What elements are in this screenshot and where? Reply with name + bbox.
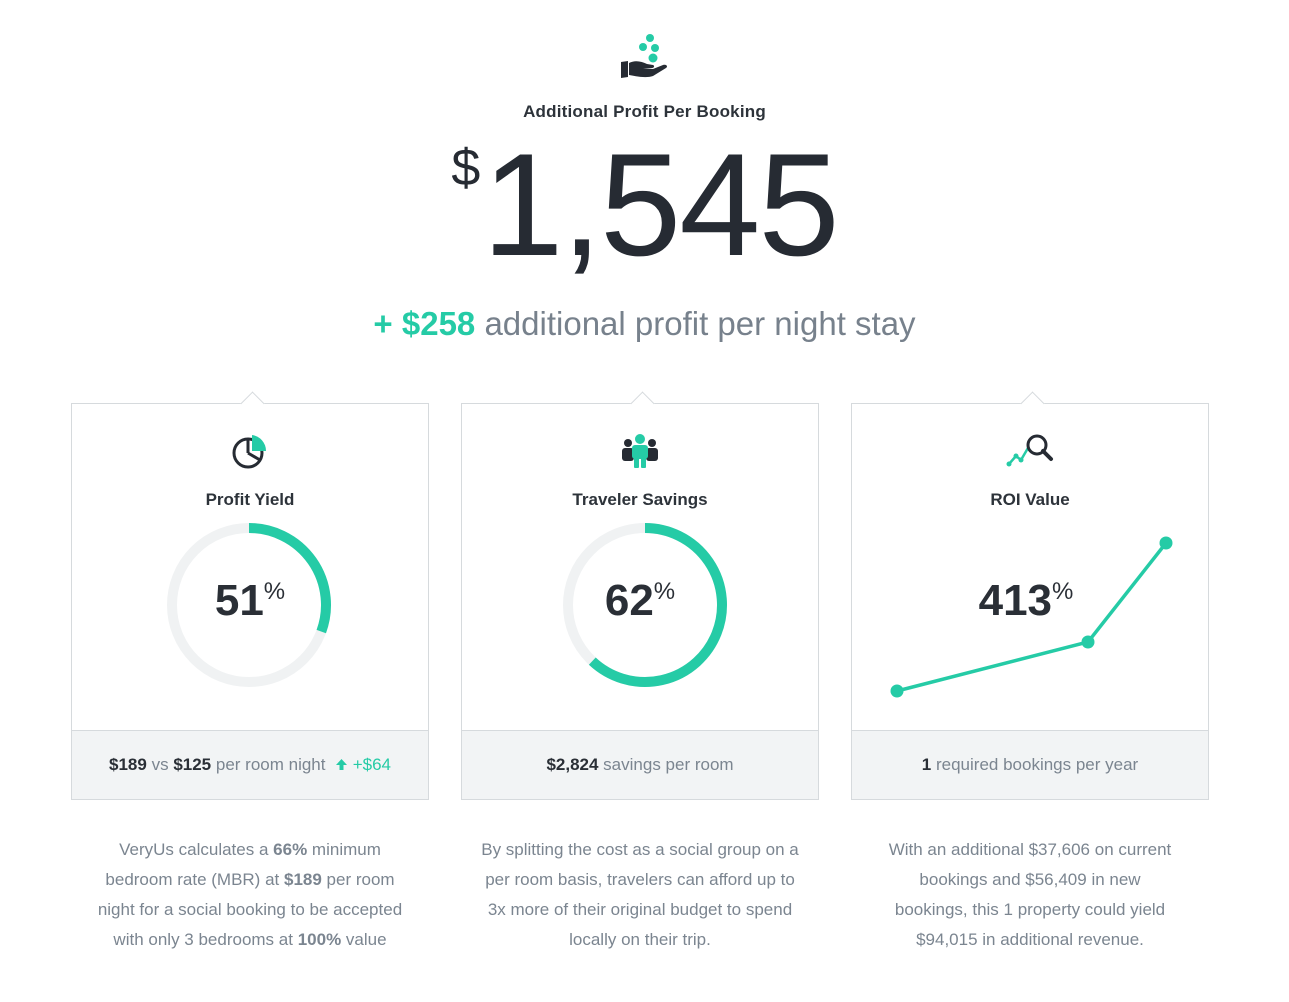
value-unit: % [263, 578, 286, 605]
roi-point [1081, 635, 1095, 649]
footer-rate-a: $189 [109, 755, 147, 774]
roi-value: 413% [848, 576, 1204, 626]
per-night-amount: + $258 [373, 305, 476, 342]
value-number: 62 [604, 576, 654, 625]
traveler-savings-description: By splitting the cost as a social group … [481, 840, 799, 949]
card-footer: 1 required bookings per year [852, 730, 1208, 799]
card-traveler-savings: Traveler Savings 62% $2,824 savings per … [461, 391, 819, 800]
footer-tail: per room night [215, 755, 326, 774]
card-footer: $189 vs $125 per room night +$64 [72, 730, 428, 799]
roi-description: With an additional $37,606 on current bo… [888, 840, 1172, 949]
card-title: Traveler Savings [572, 490, 708, 509]
value-number: 413 [978, 576, 1053, 625]
card-title: ROI Value [990, 490, 1070, 509]
value-unit: % [1052, 578, 1074, 605]
profit-amount: $1,545 [0, 132, 1289, 278]
ring-progress [588, 523, 727, 687]
card-roi-value: ROI Value 413% 1 required bookings per y… [848, 391, 1209, 800]
footer-delta: +$64 [352, 755, 391, 774]
roi-line-chart [890, 536, 1173, 698]
desc-highlight: 100% [297, 930, 342, 949]
footer-bookings-count: 1 [921, 755, 932, 774]
desc-text: per room night for a social booking to b… [97, 870, 403, 949]
pie-chart-icon [232, 435, 267, 469]
footer-savings-amount: $2,824 [546, 755, 599, 774]
line-chart-magnifier-icon [1006, 434, 1053, 467]
amount-value: 1,545 [482, 123, 839, 286]
profit-yield-ring [167, 523, 331, 687]
traveler-savings-ring [563, 523, 727, 687]
currency-symbol: $ [451, 139, 481, 197]
footer-vs: vs [151, 755, 169, 774]
profit-yield-description: VeryUs calculates a 66% minimum bedroom … [71, 835, 429, 955]
value-unit: % [653, 578, 676, 605]
card-pointer [630, 391, 655, 416]
desc-highlight: $189 [283, 870, 322, 889]
traveler-savings-value: 62% [462, 576, 818, 626]
card-footer: $2,824 savings per room [462, 730, 818, 799]
footer-tail: required bookings per year [935, 755, 1139, 774]
hero-label: Additional Profit Per Booking [523, 102, 766, 121]
roi-point [890, 684, 904, 698]
card-title: Profit Yield [205, 490, 295, 509]
desc-text: VeryUs calculates a [119, 840, 269, 859]
ring-progress [248, 523, 331, 634]
group-people-icon [622, 434, 658, 468]
card-pointer [1020, 391, 1045, 416]
desc-text: value [345, 930, 387, 949]
per-night-profit: + $258 additional profit per night stay [0, 305, 1289, 343]
profit-yield-value: 51% [72, 576, 428, 626]
desc-highlight: 66% [273, 840, 308, 859]
per-night-text: additional profit per night stay [484, 305, 916, 342]
footer-tail: savings per room [603, 755, 734, 774]
card-pointer [240, 391, 265, 416]
arrow-up-icon [335, 759, 347, 770]
value-number: 51 [214, 576, 264, 625]
footer-rate-b: $125 [173, 755, 212, 774]
desc-text: minimum bedroom rate (MBR) at [105, 840, 381, 889]
card-profit-yield: Profit Yield 51% $189 vs $125 per room n… [71, 391, 429, 800]
roi-point [1159, 536, 1173, 550]
hand-coins-icon [621, 34, 667, 78]
